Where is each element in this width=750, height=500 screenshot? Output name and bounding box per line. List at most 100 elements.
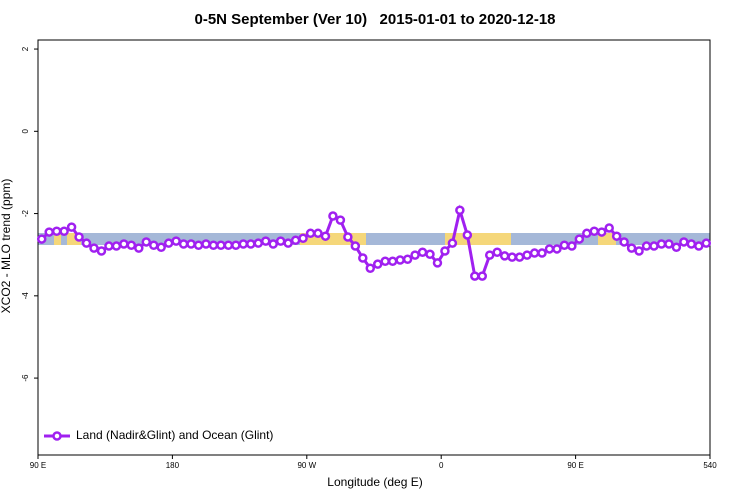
surface-strip	[38, 233, 710, 245]
point	[582, 228, 592, 239]
legend: Land (Nadir&Glint) and Ocean (Glint)	[44, 428, 273, 442]
point	[119, 239, 129, 249]
point	[522, 250, 532, 260]
x-tick-label: 180	[166, 461, 180, 470]
point	[484, 250, 495, 260]
point	[126, 240, 137, 250]
point	[641, 241, 652, 251]
point	[514, 252, 525, 262]
land-band	[54, 233, 61, 245]
point	[596, 227, 607, 237]
x-tick-label: 90 E	[30, 461, 46, 470]
point	[178, 239, 189, 249]
point	[365, 263, 376, 274]
point	[589, 226, 600, 237]
point	[671, 242, 682, 253]
point	[440, 246, 450, 256]
point	[552, 244, 562, 254]
point	[455, 205, 465, 216]
point	[216, 240, 226, 250]
point	[343, 232, 353, 242]
legend-marker	[52, 431, 62, 441]
point	[208, 240, 219, 250]
point	[604, 223, 614, 233]
point	[701, 238, 712, 248]
point	[679, 237, 689, 247]
point	[380, 256, 390, 267]
point	[36, 234, 47, 244]
chart-title: 0-5N September (Ver 10) 2015-01-01 to 20…	[194, 11, 555, 28]
point	[410, 250, 420, 260]
point	[477, 271, 488, 281]
point	[96, 246, 107, 256]
x-tick-label: 540	[703, 461, 717, 470]
y-axis-label: XCO2 - MLO trend (ppm)	[0, 179, 13, 314]
point	[619, 237, 629, 247]
point	[395, 255, 405, 265]
legend-label: Land (Nadir&Glint) and Ocean (Glint)	[76, 428, 273, 442]
point	[59, 226, 69, 237]
point	[507, 252, 517, 262]
point	[611, 231, 622, 241]
point	[81, 238, 92, 248]
x-tick-label: 90 W	[297, 461, 316, 470]
point	[544, 244, 555, 254]
point	[492, 247, 502, 257]
point	[163, 238, 174, 248]
point	[134, 243, 144, 253]
point	[238, 239, 249, 249]
point	[44, 227, 54, 237]
point	[74, 232, 84, 242]
x-tick-label: 0	[439, 461, 444, 470]
point	[104, 241, 114, 251]
plot-frame	[37, 39, 711, 456]
point	[656, 239, 667, 249]
point	[260, 236, 271, 246]
point	[529, 248, 540, 258]
point	[253, 238, 264, 248]
point	[417, 247, 428, 257]
point	[186, 239, 196, 249]
point	[193, 240, 204, 250]
point	[358, 253, 368, 263]
y-tick-label: -6	[21, 374, 30, 382]
point	[328, 211, 338, 221]
point	[298, 233, 308, 243]
point	[290, 235, 301, 246]
point	[171, 236, 181, 246]
point	[305, 228, 316, 239]
point	[89, 243, 99, 253]
point	[141, 237, 152, 247]
point	[148, 240, 159, 250]
y-tick-label: 2	[21, 46, 30, 51]
point	[387, 256, 398, 267]
point	[275, 236, 286, 246]
point	[335, 215, 346, 225]
point	[462, 230, 473, 240]
point	[664, 239, 674, 249]
point	[231, 240, 241, 250]
point	[320, 231, 331, 241]
land-band	[445, 233, 511, 245]
point	[559, 240, 570, 250]
point	[66, 222, 77, 232]
point	[223, 240, 234, 250]
point	[350, 241, 361, 251]
y-tick-label: 0	[21, 129, 30, 134]
point	[537, 248, 547, 258]
y-tick-label: -4	[21, 292, 30, 300]
point	[649, 241, 659, 251]
point	[686, 239, 697, 249]
point	[402, 254, 413, 264]
point	[283, 238, 293, 248]
point	[156, 242, 166, 253]
point	[51, 226, 62, 237]
point	[111, 241, 122, 251]
point	[372, 259, 383, 269]
point	[470, 271, 480, 281]
point	[626, 243, 637, 253]
x-axis-label: Longitude (deg E)	[327, 475, 422, 489]
point	[447, 238, 458, 248]
